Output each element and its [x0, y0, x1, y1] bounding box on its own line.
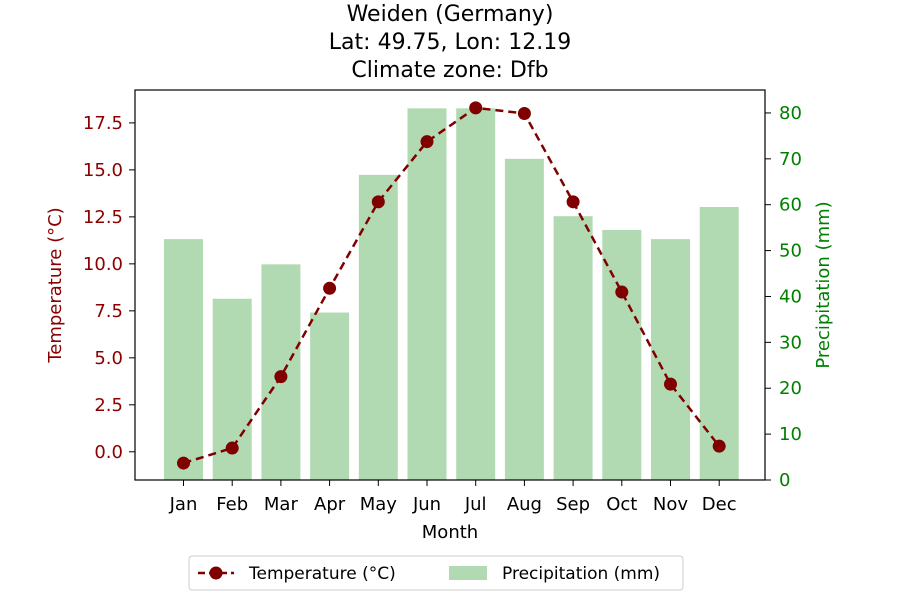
temperature-point [664, 377, 677, 391]
temperature-point [469, 101, 483, 115]
precipitation-bar [407, 108, 447, 481]
temperature-point [712, 439, 726, 453]
temperature-point [615, 285, 629, 299]
legend-precipitation-swatch [449, 566, 487, 580]
right-tick-label: 80 [779, 103, 802, 124]
left-tick-label: 5.0 [94, 348, 123, 369]
left-tick-label: 2.5 [94, 395, 123, 416]
x-tick-label: Feb [216, 494, 248, 515]
x-tick-label: Aug [507, 494, 542, 515]
x-tick-label: Mar [264, 494, 299, 515]
left-tick-label: 7.5 [94, 301, 123, 322]
chart-subtitle-climate-zone: Climate zone: Dfb [351, 58, 548, 83]
temperature-line [183, 106, 721, 465]
temperature-point [517, 106, 531, 120]
right-tick-label: 50 [779, 241, 802, 262]
precipitation-bar [358, 174, 398, 480]
legend-precipitation-label: Precipitation (mm) [502, 564, 660, 584]
right-tick-label: 60 [779, 195, 802, 216]
precipitation-bar [602, 229, 642, 480]
chart-title: Weiden (Germany) Lat: 49.75, Lon: 12.19 … [329, 2, 571, 83]
legend-temperature-label: Temperature (°C) [248, 564, 396, 584]
right-tick-label: 30 [779, 332, 802, 353]
left-tick-label: 0.0 [94, 442, 123, 463]
x-tick-label: Jan [169, 494, 198, 515]
temperature-series [177, 101, 726, 470]
temperature-point [225, 441, 239, 455]
temperature-point [323, 281, 337, 295]
left-axis-ticks: 0.0 2.5 5.0 7.5 10.0 12.5 15.0 17.5 [83, 113, 135, 463]
left-tick-label: 10.0 [83, 254, 123, 275]
x-tick-label: Nov [653, 494, 688, 515]
right-tick-label: 10 [779, 424, 802, 445]
legend-frame [188, 555, 684, 591]
precipitation-bar [310, 312, 350, 480]
chart-title-line: Weiden (Germany) [347, 2, 554, 27]
x-tick-label: Dec [702, 494, 737, 515]
chart-legend: Temperature (°C) Precipitation (mm) [188, 555, 684, 591]
precipitation-bar [553, 216, 593, 481]
x-tick-label: Jun [412, 494, 441, 515]
x-tick-label: Jul [464, 494, 487, 515]
temperature-point [566, 195, 580, 209]
left-tick-label: 12.5 [83, 207, 123, 228]
x-tick-label: Apr [314, 494, 346, 515]
right-tick-label: 40 [779, 286, 802, 307]
x-axis-label: Month [422, 522, 478, 543]
right-axis-label: Precipitation (mm) [813, 201, 834, 368]
legend-temperature-marker [209, 566, 223, 580]
left-tick-label: 15.0 [83, 160, 123, 181]
plot-frame [134, 89, 766, 481]
x-tick-label: May [360, 494, 398, 515]
x-tick-label: Sep [556, 494, 590, 515]
left-tick-label: 17.5 [83, 113, 123, 134]
x-tick-label: Oct [606, 494, 637, 515]
temperature-point [177, 456, 190, 470]
temperature-point [274, 370, 288, 384]
left-axis-label: Temperature (°C) [45, 207, 66, 363]
precipitation-bar [504, 158, 544, 480]
precipitation-bar [456, 108, 496, 481]
precipitation-bar [164, 239, 203, 480]
right-axis-ticks: 0 10 20 30 40 50 60 70 80 [765, 103, 802, 491]
temperature-point [371, 195, 385, 209]
temperature-point [420, 135, 434, 149]
chart-subtitle-coordinates: Lat: 49.75, Lon: 12.19 [329, 30, 571, 55]
right-tick-label: 0 [779, 470, 790, 491]
precipitation-bar [651, 239, 690, 480]
right-tick-label: 70 [779, 149, 802, 170]
x-axis-ticks: Jan Feb Mar Apr May Jun Jul Aug Sep Oct Nov Dec [169, 480, 737, 515]
right-tick-label: 20 [779, 378, 802, 399]
precipitation-bars [164, 108, 739, 481]
precipitation-bar [699, 207, 739, 480]
